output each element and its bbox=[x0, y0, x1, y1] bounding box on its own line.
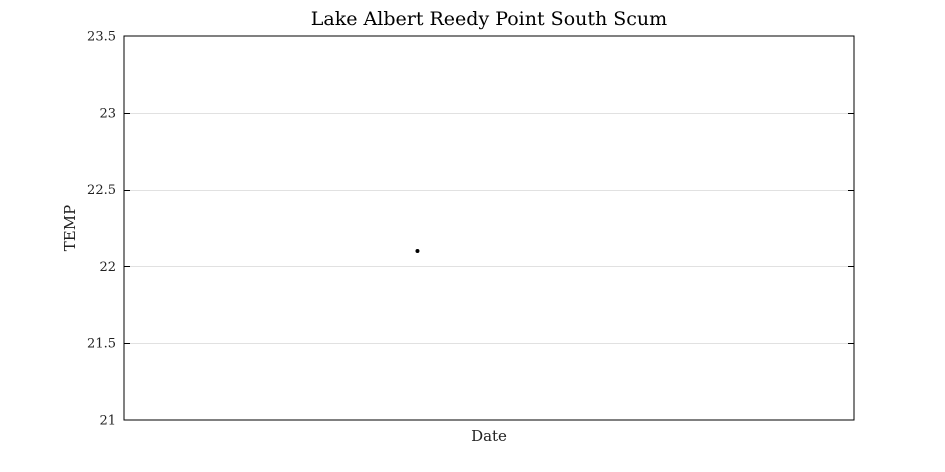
plot-area bbox=[123, 35, 855, 421]
x-axis-label: Date bbox=[471, 427, 507, 445]
y-tick-label: 21 bbox=[99, 414, 116, 429]
y-tick-label: 22.5 bbox=[87, 183, 116, 198]
data-points bbox=[415, 249, 420, 254]
y-tick-label: 21.5 bbox=[87, 337, 116, 352]
data-point bbox=[415, 249, 420, 254]
y-tick-label: 23.5 bbox=[87, 30, 116, 45]
y-axis-ticks: 21 21.5 22 22.5 23 23.5 bbox=[87, 30, 854, 429]
y-axis-label: TEMP bbox=[61, 205, 79, 251]
chart-title: Lake Albert Reedy Point South Scum bbox=[311, 8, 667, 30]
y-tick-label: 23 bbox=[99, 106, 116, 121]
y-tick-label: 22 bbox=[99, 260, 116, 275]
grid-lines bbox=[124, 113, 854, 344]
